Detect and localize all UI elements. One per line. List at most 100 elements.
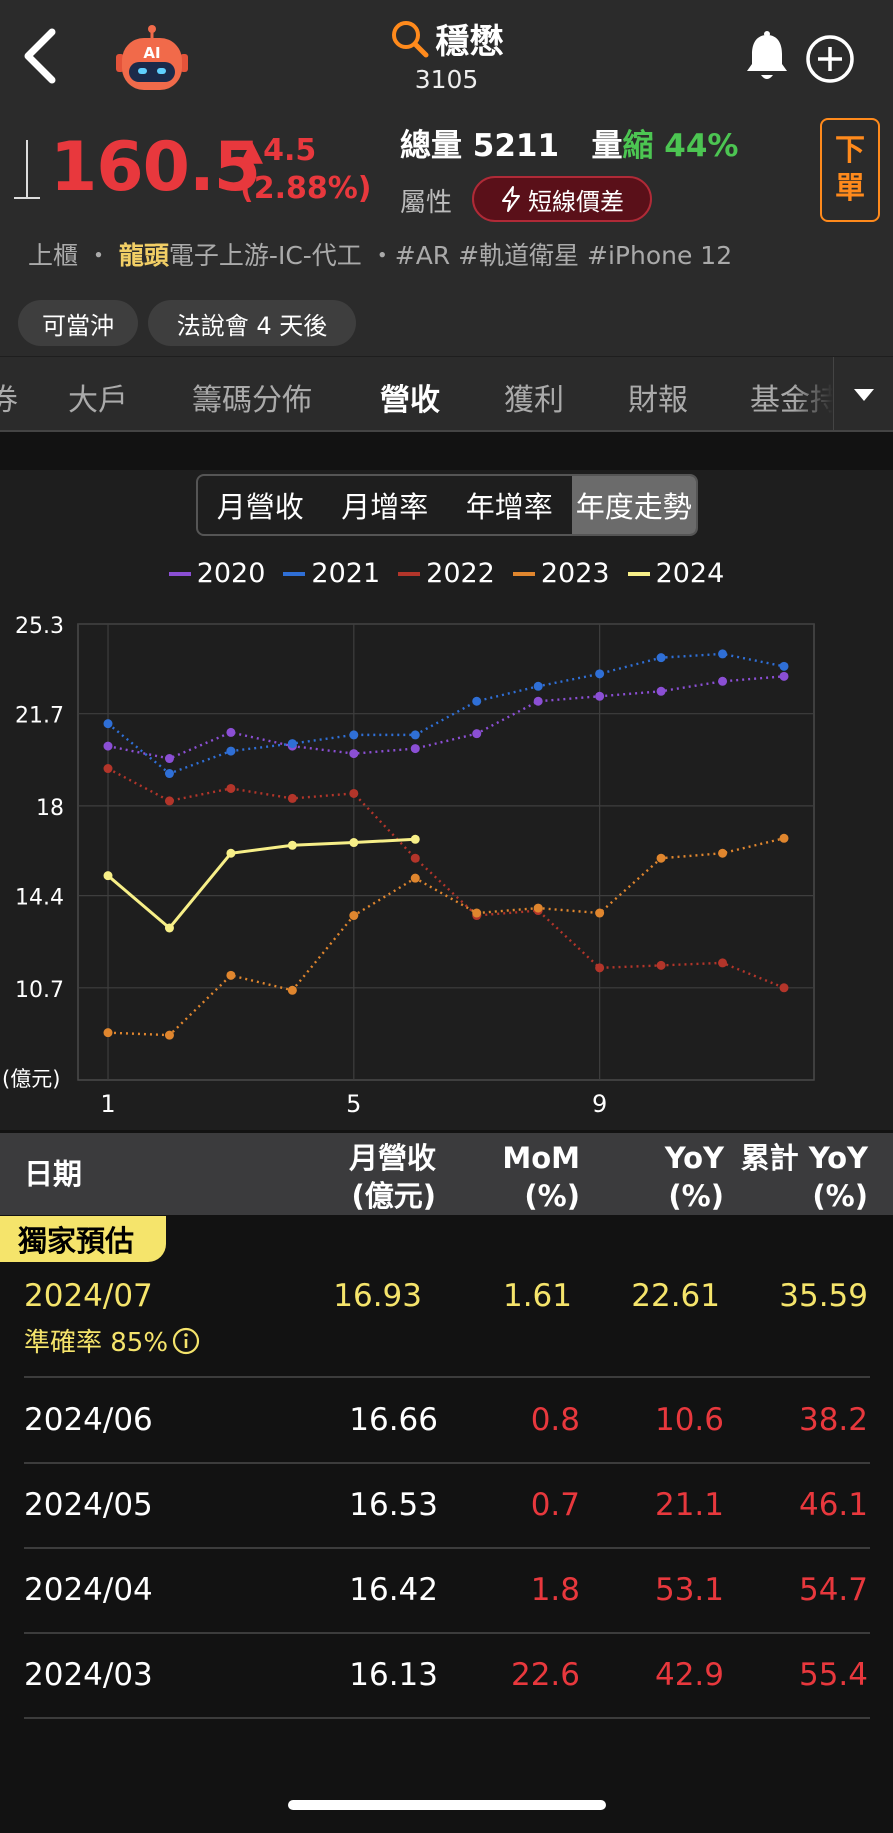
row-revenue: 16.66 [349, 1402, 438, 1438]
leader-tag: 龍頭 [118, 241, 169, 270]
revenue-chart-panel [0, 470, 893, 1130]
row-divider [24, 1376, 870, 1378]
attribute-badge[interactable]: 短線價差 [472, 176, 652, 222]
data-point-2021 [533, 681, 543, 691]
row-yoy: 42.9 [654, 1657, 724, 1693]
legend-item-2021[interactable]: 2021 [283, 558, 380, 589]
header-mom: MoM (%) [470, 1139, 580, 1215]
price-down-arrow-icon [14, 140, 40, 199]
data-point-2021 [656, 653, 666, 663]
row-yoy: 21.1 [654, 1487, 724, 1523]
series-line-2023 [107, 837, 785, 1037]
header-yoy-line1: YoY [664, 1141, 724, 1175]
order-button-line1: 下 [835, 133, 865, 168]
data-point-2023 [779, 833, 789, 843]
bell-icon[interactable] [742, 30, 792, 84]
y-tick-label: 10.7 [15, 978, 64, 1003]
data-point-2023 [472, 908, 482, 918]
market-tag: 上櫃 ・ [28, 241, 111, 270]
row-cum-yoy: 46.1 [798, 1487, 868, 1523]
data-point-2020 [595, 691, 605, 701]
tab-profit[interactable]: 獲利 [504, 383, 564, 418]
info-icon[interactable] [172, 1327, 200, 1355]
title-block: 穩懋 3105 [0, 14, 893, 94]
table-row[interactable]: 2024/03 16.13 22.6 42.9 55.4 [0, 1633, 893, 1718]
row-date: 2024/05 [24, 1487, 153, 1523]
row-mom: 1.8 [530, 1572, 580, 1608]
header-yoy-line2: (%) [668, 1179, 724, 1213]
data-point-2022 [103, 764, 113, 774]
data-point-2021 [103, 719, 113, 729]
estimate-accuracy[interactable]: 準確率 85% [24, 1322, 200, 1359]
day-trade-pill[interactable]: 可當沖 [18, 300, 138, 346]
chart-legend: 2020 2021 2022 2023 2024 [0, 558, 893, 589]
current-price: 160.5 [50, 128, 261, 207]
data-point-2023 [595, 908, 605, 918]
industry-tags[interactable]: 電子上游-IC-代工 ・#AR #軌道衛星 #iPhone 12 [168, 241, 733, 270]
estimate-row[interactable]: 2024/07 16.93 1.61 22.61 35.59 準確率 85% [0, 1278, 893, 1378]
order-button[interactable]: 下 單 [820, 118, 880, 222]
data-point-2020 [533, 696, 543, 706]
table-row[interactable]: 2024/05 16.53 0.7 21.1 46.1 [0, 1463, 893, 1548]
data-point-2021 [718, 649, 728, 659]
tab-margin[interactable]: 券 [0, 375, 18, 419]
row-date: 2024/04 [24, 1572, 153, 1608]
legend-label: 2022 [426, 558, 495, 589]
legend-item-2020[interactable]: 2020 [168, 558, 265, 589]
data-point-2024 [103, 871, 113, 881]
row-revenue: 16.13 [349, 1657, 438, 1693]
x-tick-label: 5 [346, 1090, 361, 1118]
y-tick-label: 25.3 [15, 614, 64, 639]
stock-search-button[interactable]: 穩懋 [390, 14, 504, 63]
header-mom-line2: (%) [524, 1179, 580, 1213]
tab-financials[interactable]: 財報 [628, 383, 688, 418]
header-cum-yoy-line1: 累計 YoY [740, 1141, 868, 1175]
series-line-2020 [107, 675, 785, 760]
segment-yoy-rate[interactable]: 年增率 [465, 490, 553, 524]
estimate-date: 2024/07 [24, 1278, 153, 1314]
row-divider [24, 1632, 870, 1634]
data-point-2024 [349, 838, 359, 848]
row-cum-yoy: 38.2 [798, 1402, 868, 1438]
tab-more-button[interactable] [833, 357, 893, 430]
segment-mom-rate[interactable]: 月增率 [341, 490, 429, 524]
data-point-2020 [349, 749, 359, 759]
row-divider [24, 1462, 870, 1464]
segment-yearly-trend[interactable]: 年度走勢 [571, 476, 696, 534]
legend-item-2024[interactable]: 2024 [627, 558, 724, 589]
data-point-2020 [164, 754, 174, 764]
earnings-call-pill[interactable]: 法說會 4 天後 [148, 300, 356, 346]
bottom-safe-area [0, 1732, 893, 1833]
tab-chip-distribution[interactable]: 籌碼分佈 [192, 383, 312, 418]
data-point-2020 [103, 741, 113, 751]
data-point-2021 [410, 730, 420, 740]
data-point-2024 [287, 840, 297, 850]
segment-monthly-revenue[interactable]: 月營收 [216, 490, 304, 524]
table-row[interactable]: 2024/06 16.66 0.8 10.6 38.2 [0, 1378, 893, 1463]
shrink-percent: 44% [664, 128, 739, 164]
data-point-2023 [287, 985, 297, 995]
header-cumulative-yoy: 累計 YoY (%) [732, 1139, 868, 1215]
ai-robot-icon[interactable]: AI [112, 24, 192, 94]
data-point-2020 [656, 686, 666, 696]
data-point-2021 [472, 696, 482, 706]
accuracy-label: 準確率 85% [24, 1328, 169, 1358]
tab-major-holders[interactable]: 大戶 [68, 383, 128, 418]
data-point-2021 [349, 730, 359, 740]
stock-code: 3105 [414, 65, 479, 94]
row-date: 2024/06 [24, 1402, 153, 1438]
y-tick-label: 21.7 [15, 704, 64, 729]
row-cum-yoy: 55.4 [798, 1657, 868, 1693]
data-point-2020 [718, 676, 728, 686]
tab-fade [793, 357, 833, 430]
volume-label: 總量 [400, 128, 462, 164]
row-cum-yoy: 54.7 [798, 1572, 868, 1608]
legend-item-2023[interactable]: 2023 [512, 558, 610, 589]
stock-header: AI 穩懋 3105 160.5 ▲4.5 (2.88%) 總量 5211 量縮 [0, 0, 893, 356]
legend-item-2022[interactable]: 2022 [398, 558, 495, 589]
table-row[interactable]: 2024/04 16.42 1.8 53.1 54.7 [0, 1548, 893, 1633]
back-arrow-icon[interactable] [16, 26, 66, 86]
tab-revenue[interactable]: 營收 [380, 383, 440, 418]
header-date: 日期 [24, 1157, 83, 1191]
add-watchlist-icon[interactable] [804, 33, 856, 85]
